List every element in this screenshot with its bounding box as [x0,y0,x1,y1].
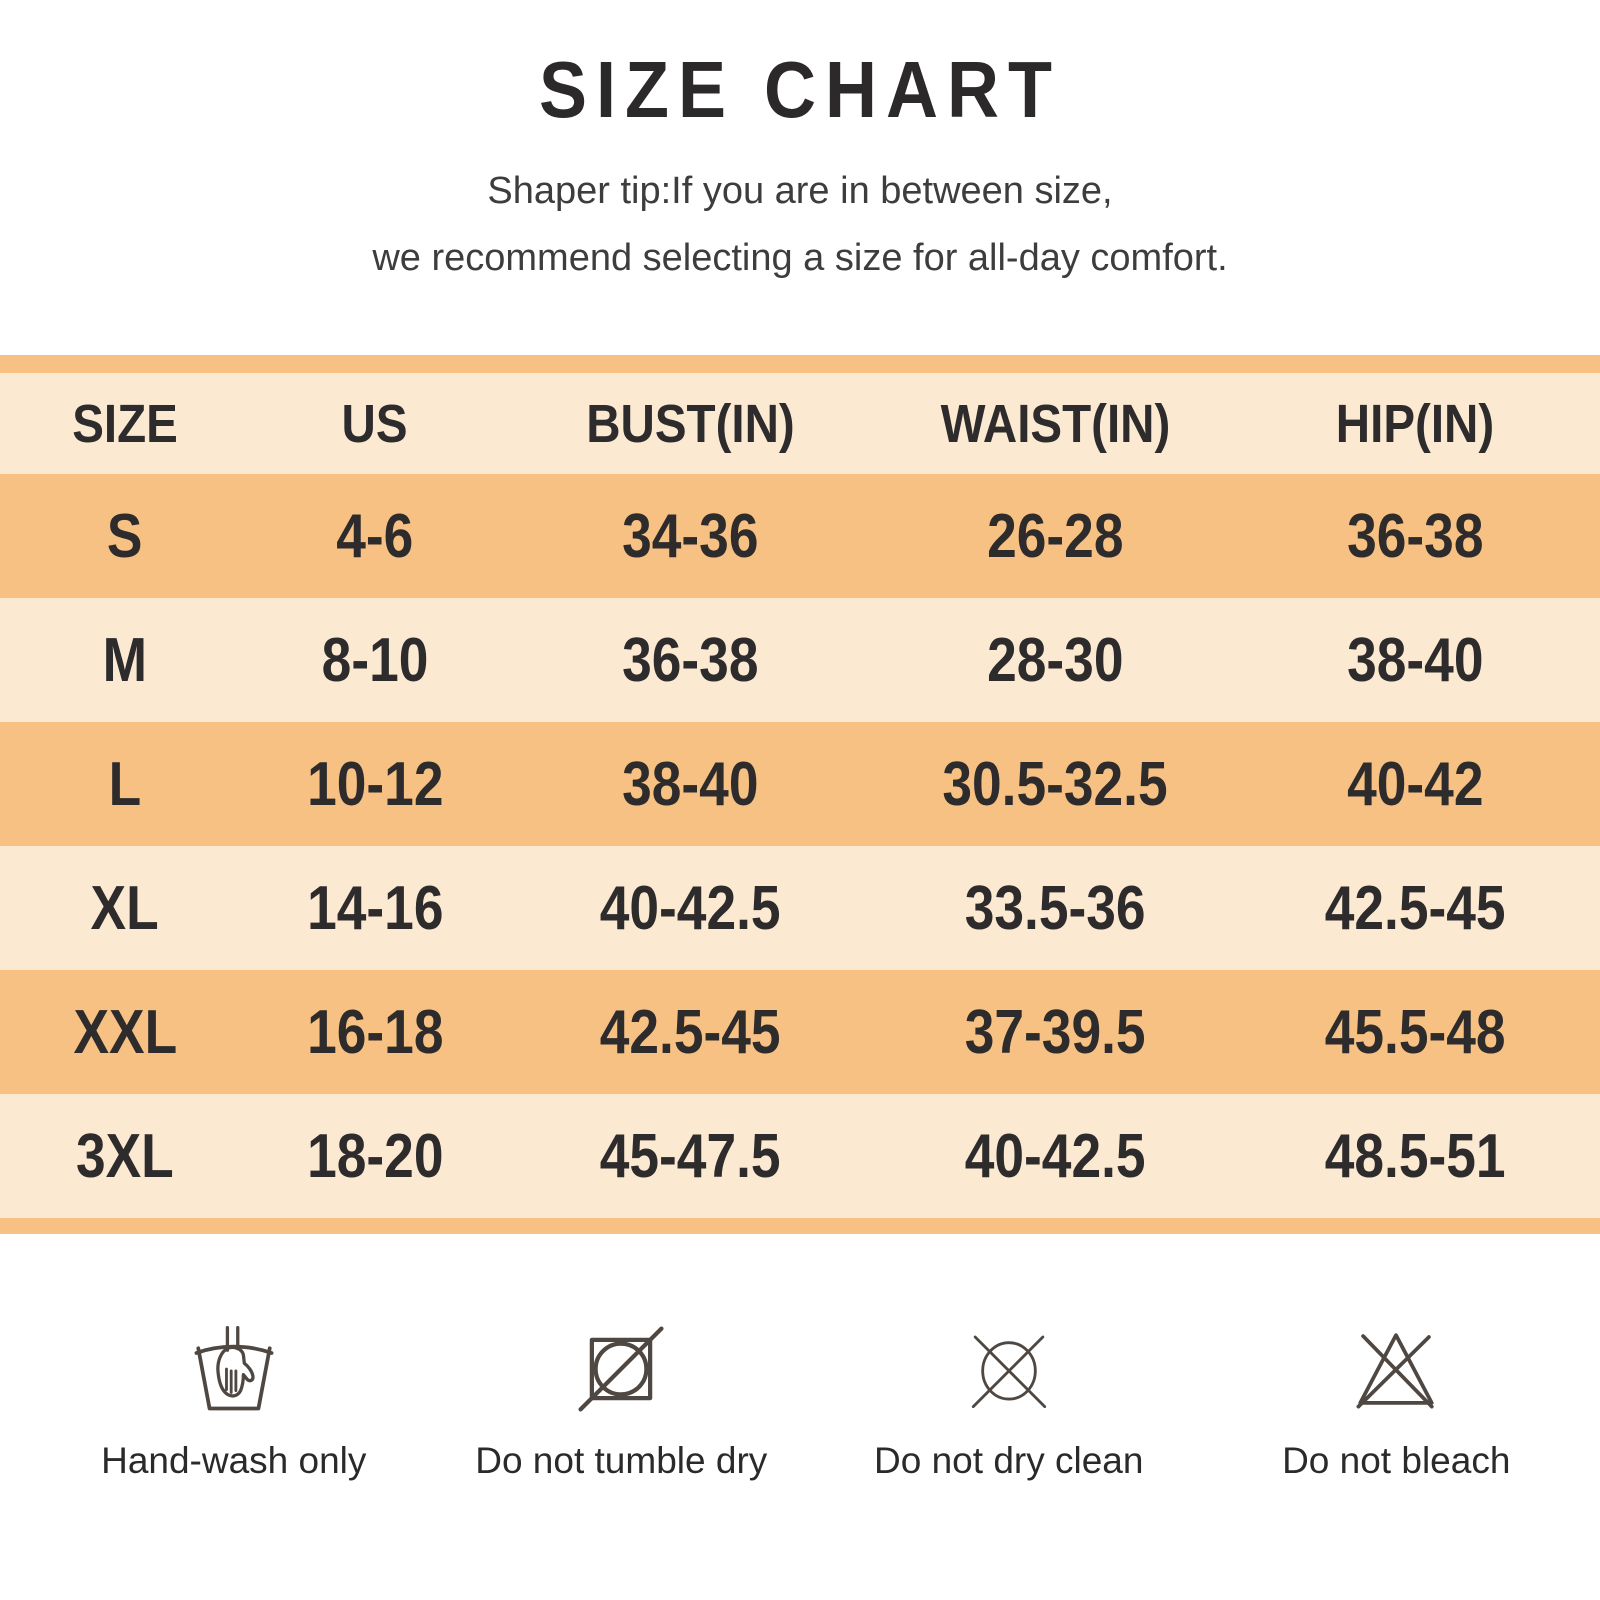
table-header-row: SIZE US BUST(IN) WAIST(IN) HIP(IN) [0,373,1600,474]
table-cell: 18-20 [306,1121,444,1191]
size-table: SIZE US BUST(IN) WAIST(IN) HIP(IN) S 4-6… [0,355,1600,1234]
table-row-l: L 10-12 38-40 30.5-32.5 40-42 [0,722,1600,846]
do-not-dry-clean-icon [971,1335,1046,1409]
column-header-us: US [341,393,408,454]
table-cell: 38-40 [621,749,759,819]
care-item-do-not-tumble-dry: Do not tumble dry [428,1322,816,1482]
column-header-hip: HIP(IN) [1335,393,1495,454]
table-cell: 26-28 [986,501,1124,571]
column-header-waist: WAIST(IN) [940,393,1170,454]
table-row-xl: XL 14-16 40-42.5 33.5-36 42.5-45 [0,846,1600,970]
table-cell: 28-30 [986,625,1124,695]
page-title-text: SIZE CHART [539,45,1061,134]
table-cell: 10-12 [306,749,444,819]
shaper-tip-line2: we recommend selecting a size for all-da… [372,237,1228,279]
table-cell: 45.5-48 [1324,997,1506,1067]
care-item-do-not-dry-clean: Do not dry clean [815,1322,1203,1482]
table-cell: 14-16 [306,873,444,943]
care-label: Do not dry clean [874,1440,1144,1481]
hand-wash-icon [194,1325,274,1411]
column-header-bust: BUST(IN) [585,393,795,454]
table-cell: 36-38 [1346,501,1484,571]
table-cell: 40-42.5 [964,1121,1146,1191]
care-item-do-not-bleach: Do not bleach [1203,1322,1591,1482]
table-row-3xl: 3XL 18-20 45-47.5 40-42.5 48.5-51 [0,1094,1600,1218]
table-cell: 8-10 [321,625,429,695]
table-row-s: S 4-6 34-36 26-28 36-38 [0,474,1600,598]
table-row-m: M 8-10 36-38 28-30 38-40 [0,598,1600,722]
table-cell: 42.5-45 [1324,873,1506,943]
do-not-bleach-icon [1356,1333,1434,1409]
table-cell: 45-47.5 [599,1121,781,1191]
care-label: Hand-wash only [101,1440,367,1481]
table-cell: 16-18 [306,997,444,1067]
table-cell: 33.5-36 [964,873,1146,943]
care-item-hand-wash: Hand-wash only [40,1322,428,1482]
table-top-band [0,355,1600,373]
care-label: Do not tumble dry [475,1440,768,1481]
table-cell: 3XL [76,1121,174,1191]
table-cell: S [107,501,143,571]
column-header-size: SIZE [72,393,178,454]
page-title: SIZE CHART [0,44,1600,136]
table-cell: 40-42 [1346,749,1484,819]
table-cell: 36-38 [621,625,759,695]
care-label: Do not bleach [1282,1440,1511,1481]
table-cell: M [102,625,148,695]
shaper-tip: Shaper tip:If you are in between size, w… [0,158,1600,292]
table-row-xxl: XXL 16-18 42.5-45 37-39.5 45.5-48 [0,970,1600,1094]
table-cell: 48.5-51 [1324,1121,1506,1191]
table-cell: 30.5-32.5 [942,749,1168,819]
table-cell: XXL [73,997,177,1067]
table-cell: 42.5-45 [599,997,781,1067]
shaper-tip-line1: Shaper tip:If you are in between size, [487,170,1113,212]
table-cell: XL [90,873,160,943]
table-bottom-band [0,1218,1600,1234]
table-cell: 4-6 [336,501,414,571]
care-instructions: Hand-wash only Do not tumble dry Do not … [40,1322,1590,1482]
table-cell: 37-39.5 [964,997,1146,1067]
table-cell: 34-36 [621,501,759,571]
do-not-tumble-dry-icon [578,1326,664,1412]
table-cell: 38-40 [1346,625,1484,695]
table-cell: 40-42.5 [599,873,781,943]
table-cell: L [108,749,142,819]
